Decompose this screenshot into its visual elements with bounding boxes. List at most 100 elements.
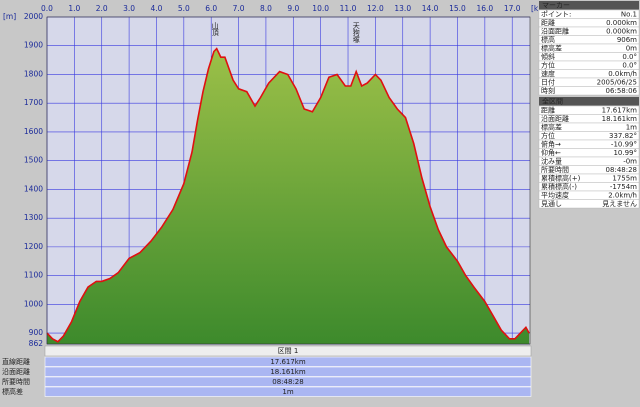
x-tick-label: 0.0: [41, 4, 53, 13]
panel-label: 見通し: [541, 199, 562, 208]
panel-row: [538, 199, 640, 209]
y-tick-label: 1000: [24, 299, 43, 308]
panel-label: 標高差: [541, 44, 562, 53]
x-tick-label: 17.0: [504, 4, 521, 13]
panel-label: 平均速度: [541, 191, 569, 200]
panel-value: 0.000km: [606, 19, 637, 27]
panel-value: 見えません: [602, 200, 637, 208]
axes: 862 900 1000 1100 1200 1300 1400 1500 1600 1700 18…: [24, 4, 521, 348]
panel-label: 標高: [541, 35, 555, 44]
x-tick-label: 16.0: [476, 4, 493, 13]
section-label: 標高差: [2, 387, 23, 396]
x-tick-label: 5.0: [178, 4, 190, 13]
panel-value: 0m: [626, 45, 637, 53]
section-header: [44, 345, 532, 357]
y-tick-label: 862: [29, 339, 44, 348]
section-row: [44, 376, 532, 387]
panel-value: 1m: [626, 124, 637, 132]
panel-label: 方位: [541, 131, 555, 140]
section-label: 所要時間: [2, 377, 30, 386]
panel-label: 方位: [541, 61, 555, 70]
x-tick-label: 13.0: [394, 4, 411, 13]
section-label: 沿面距離: [2, 367, 30, 376]
panel-value: -10.99°: [611, 141, 637, 149]
x-tick-label: 4.0: [150, 4, 162, 13]
elevation-area: [47, 48, 530, 344]
panel-label: 仰角←: [541, 148, 561, 157]
panel-value: 17.617km: [602, 107, 638, 115]
x-tick-label: 9.0: [287, 4, 299, 13]
y-tick-label: 1100: [24, 271, 43, 280]
y-tick-label: 1900: [24, 41, 43, 50]
section-title: 区間 1: [278, 347, 299, 355]
panel-title: マーカー: [542, 2, 570, 10]
x-tick-label: 8.0: [260, 4, 272, 13]
panel-value: No.1: [621, 11, 637, 19]
panel-label: 距離: [541, 106, 555, 115]
x-tick-label: 15.0: [449, 4, 466, 13]
section-value: 18.161km: [270, 368, 306, 376]
panel-value: 906m: [617, 36, 637, 44]
x-tick-label: 11.0: [340, 4, 357, 13]
panel-label: ポイント:: [541, 11, 571, 19]
section-row: [44, 386, 532, 397]
panel-header: [539, 97, 639, 106]
panel-label: 沿面距離: [541, 114, 569, 123]
panel-value: 06:58:06: [606, 87, 638, 95]
x-tick-label: 10.0: [312, 4, 329, 13]
y-tick-label: 1700: [24, 98, 43, 107]
panel-label: 日付: [541, 78, 555, 87]
section-value: 1m: [282, 388, 293, 396]
panel-value: 337.82°: [609, 132, 637, 140]
y-unit: [m]: [3, 12, 16, 21]
plot: 山頂 天狗塚: [46, 21, 530, 344]
y-tick-label: 2000: [24, 12, 43, 21]
peak-label: 山頂: [211, 21, 219, 37]
panel-value: -1754m: [610, 183, 637, 191]
x-tick-label: 14.0: [422, 4, 439, 13]
panel-label: 速度: [541, 69, 555, 78]
panel-value: 2.0km/h: [608, 192, 637, 200]
x-tick-label: 1.0: [68, 4, 80, 13]
panel-value: 10.99°: [613, 149, 637, 157]
panel-value: 08:48:28: [606, 166, 637, 174]
section-label: 直線距離: [2, 357, 30, 366]
panel-value: 1755m: [612, 175, 637, 183]
panel-value: 18.161km: [602, 115, 638, 123]
panel-label: 沿面距離: [541, 27, 569, 36]
section-row: [44, 366, 532, 377]
x-tick-label: 7.0: [233, 4, 245, 13]
panel-value: -0m: [623, 158, 637, 166]
y-tick-label: 1500: [24, 156, 43, 165]
section-row: [44, 356, 532, 367]
section-value: 08:48:28: [272, 378, 303, 386]
panel-label: 累積標高(-): [541, 182, 577, 191]
panel-label: 所要時間: [541, 165, 569, 174]
panel-row: [538, 86, 640, 96]
y-tick-label: 1600: [24, 127, 43, 136]
panel-label: 標高差: [541, 123, 562, 132]
panel-label: 累積標高(+): [541, 174, 581, 183]
section-value: 17.617km: [270, 358, 306, 366]
panel-label: 俯角→: [541, 140, 561, 149]
panel-value: 0.0km/h: [608, 70, 637, 78]
panel-label: 傾斜: [541, 52, 555, 61]
y-tick-label: 1400: [24, 184, 43, 193]
y-tick-label: 900: [29, 328, 44, 337]
y-tick-label: 1800: [24, 69, 43, 78]
panel-value: 2005/06/25: [597, 79, 637, 87]
panel-header: [539, 1, 639, 10]
section-table: 区間 1 直線距離 17.617km 沿面距離 18.161km 所要時間 08:48:2…: [2, 345, 532, 397]
x-tick-label: 2.0: [96, 4, 108, 13]
panel-value: 0.0°: [622, 53, 637, 61]
peak-label: 天狗塚: [352, 22, 360, 44]
x-tick-label: 3.0: [123, 4, 135, 13]
y-tick-label: 1200: [24, 242, 43, 251]
panel-title: 全区間: [542, 97, 563, 106]
plot-border: [46, 16, 531, 345]
x-tick-label: 12.0: [367, 4, 384, 13]
panel-value: 0.0°: [622, 62, 637, 70]
